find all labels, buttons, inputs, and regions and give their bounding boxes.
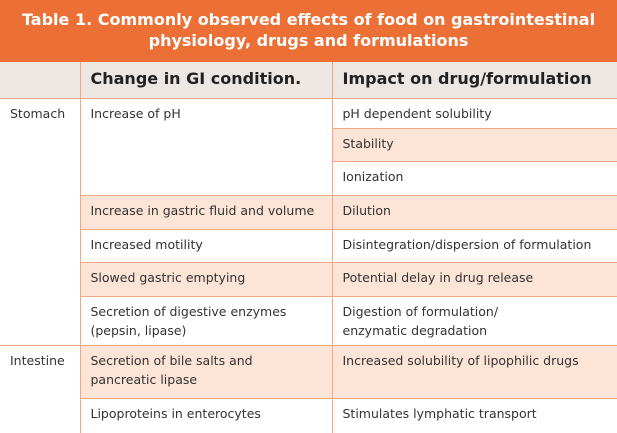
row: Slowed gastric emptying Potential delay i… <box>0 262 617 297</box>
row: Lipoproteins in enterocytes Stimulates ly… <box>0 398 617 433</box>
change-cell: Lipoproteins in enterocytes <box>80 398 333 433</box>
impact-cell: Digestion of formulation/ enzymatic degr… <box>331 296 617 346</box>
impact-cell: Potential delay in drug release <box>331 262 617 297</box>
row: Intestine Secretion of bile salts and pan… <box>0 345 617 433</box>
impact-cell: Disintegration/dispersion of formulation <box>331 229 617 263</box>
impact-cell: pH dependent solubility <box>331 98 617 129</box>
change-cell: Secretion of digestive enzymes (pepsin, … <box>80 296 333 346</box>
impact-cell: Increased solubility of lipophilic drugs <box>331 345 617 399</box>
impact-cell: Dilution <box>331 195 617 230</box>
row: Increase in gastric fluid and volume Dilu… <box>0 195 617 230</box>
header-row: Change in GI condition. Impact on drug/f… <box>0 62 617 99</box>
row: Stomach Increase of pH pH dependent solubi… <box>0 98 617 346</box>
change-cell: Increase in gastric fluid and volume <box>80 195 333 230</box>
change-cell: Secretion of bile salts and pancreatic l… <box>79 345 333 399</box>
row: Secretion of digestive enzymes (pepsin, … <box>0 296 617 346</box>
header-cell <box>0 62 81 99</box>
impact-cell: Stimulates lymphatic transport <box>331 398 617 433</box>
site-cell: Stomach <box>0 98 81 346</box>
impact-cell: Stability <box>332 128 617 162</box>
row: Ionization <box>0 161 617 196</box>
change-cell: Increase of pH <box>79 98 333 196</box>
site-cell: Intestine <box>0 345 81 433</box>
header-cell: Impact on drug/formulation <box>331 62 617 99</box>
impact-cell: Ionization <box>332 161 617 196</box>
header-cell: Change in GI condition. <box>79 62 333 99</box>
table: Change in GI condition. Impact on drug/f… <box>0 62 617 433</box>
table-title: Table 1. Commonly observed effects of fo… <box>0 0 617 62</box>
row: Stability <box>0 128 617 162</box>
change-cell: Increased motility <box>80 229 333 263</box>
row: Increased motility Disintegration/dispers… <box>0 229 617 263</box>
change-cell: Slowed gastric emptying <box>80 262 333 297</box>
